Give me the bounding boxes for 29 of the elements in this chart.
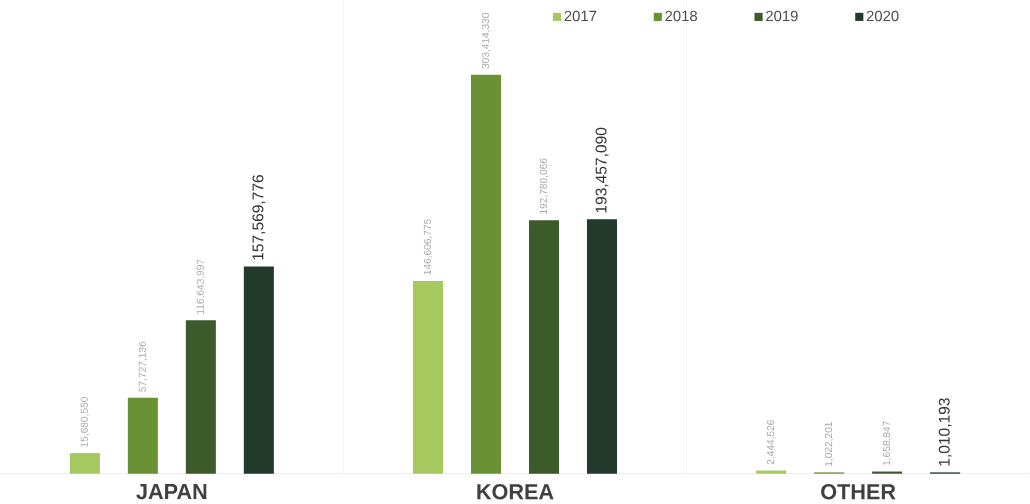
legend-label: 2020	[866, 10, 899, 22]
x-tick-label: JAPAN	[136, 484, 207, 500]
bar	[471, 74, 502, 474]
data-label: 192,780,066	[539, 158, 549, 214]
data-label: 157,569,776	[252, 175, 266, 260]
data-label: 2,444,526	[766, 420, 776, 465]
x-tick-label: OTHER	[821, 484, 896, 500]
data-label: 193,457,090	[595, 127, 609, 213]
bar	[413, 280, 444, 474]
data-label: 1,022,201	[824, 422, 834, 466]
data-label: 303,414,330	[481, 13, 491, 69]
bar	[243, 266, 274, 474]
data-label: 146,606,775	[423, 219, 433, 275]
legend-label: 2018	[665, 10, 698, 22]
x-tick-label: KOREA	[477, 484, 554, 500]
bar	[756, 470, 787, 474]
data-label: 116,643,997	[196, 259, 206, 314]
bar	[127, 397, 158, 474]
bar	[528, 220, 560, 474]
data-label: 57,727,136	[138, 341, 148, 392]
bar	[69, 453, 100, 474]
bar	[586, 219, 617, 474]
data-label: 1,010,193	[938, 398, 952, 466]
legend-label: 2019	[766, 10, 798, 22]
bar	[185, 320, 216, 474]
data-label: 1,658,847	[882, 421, 892, 466]
bar	[872, 471, 903, 474]
legend-label: 2017	[564, 10, 597, 22]
data-label: 15,680,550	[80, 397, 90, 447]
